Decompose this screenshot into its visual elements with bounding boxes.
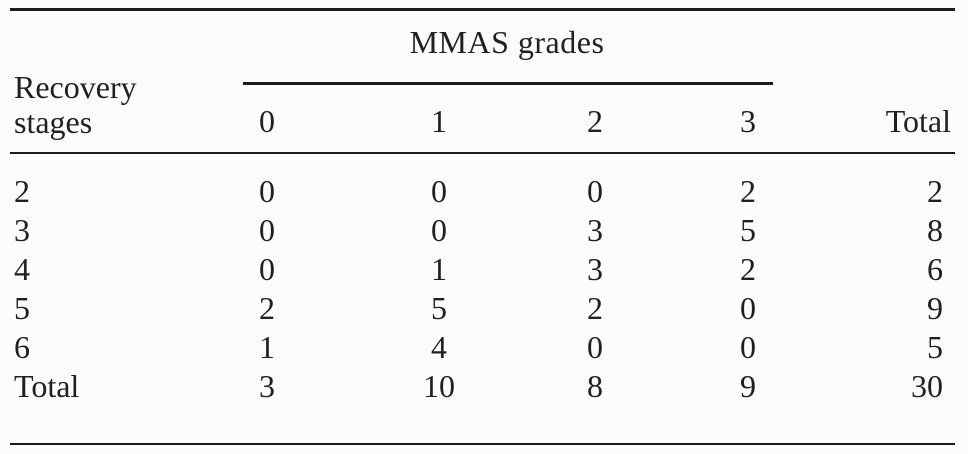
column-header-total: Total <box>885 103 951 139</box>
table-cell: 0 <box>587 173 603 209</box>
paper-table: Recovery stages MMAS grades 0 1 2 3 Tota… <box>10 8 955 445</box>
row-total-cell: 30 <box>911 368 943 404</box>
row-total-cell: 6 <box>927 251 943 287</box>
table-top-rule <box>10 8 955 11</box>
table-cell: 1 <box>431 251 447 287</box>
table-cell: 2 <box>587 290 603 326</box>
row-label: 2 <box>14 173 30 209</box>
table-bottom-rule <box>10 443 955 445</box>
row-total-cell: 5 <box>927 329 943 365</box>
table-cell: 0 <box>259 251 275 287</box>
table-cell: 0 <box>740 290 756 326</box>
table-cell: 5 <box>740 212 756 248</box>
column-header-1: 1 <box>431 103 447 139</box>
table-row: 3 0 0 3 5 8 <box>10 211 955 250</box>
stub-header-line1: Recovery <box>14 69 137 105</box>
table-cell: 2 <box>259 290 275 326</box>
column-header-2: 2 <box>587 103 603 139</box>
table-cell: 5 <box>431 290 447 326</box>
row-label: Total <box>14 368 80 404</box>
table-cell: 3 <box>587 251 603 287</box>
table-cell: 0 <box>259 212 275 248</box>
table-cell: 0 <box>259 173 275 209</box>
table-cell: 10 <box>423 368 455 404</box>
row-total-cell: 9 <box>927 290 943 326</box>
row-total-cell: 8 <box>927 212 943 248</box>
column-header-3: 3 <box>740 103 756 139</box>
table-row: 6 1 4 0 0 5 <box>10 328 955 367</box>
row-total-cell: 2 <box>927 173 943 209</box>
table-cell: 2 <box>740 173 756 209</box>
table-header: Recovery stages MMAS grades 0 1 2 3 Tota… <box>10 11 955 152</box>
row-label: 6 <box>14 329 30 365</box>
table-cell: 3 <box>587 212 603 248</box>
group-header-mmas-grades: MMAS grades <box>409 24 605 60</box>
column-header-0: 0 <box>259 103 275 139</box>
table-body: 2 0 0 0 2 2 3 0 0 3 5 8 4 0 1 3 2 <box>10 154 955 443</box>
table-cell: 4 <box>431 329 447 365</box>
table-cell: 8 <box>587 368 603 404</box>
table-row: 4 0 1 3 2 6 <box>10 250 955 289</box>
table-cell: 1 <box>259 329 275 365</box>
table-row: 2 0 0 0 2 2 <box>10 172 955 211</box>
stub-header-line2: stages <box>14 104 93 140</box>
row-label: 3 <box>14 212 30 248</box>
table-header-rule <box>10 152 955 154</box>
table-cell: 0 <box>431 173 447 209</box>
row-label: 4 <box>14 251 30 287</box>
table-row-total: Total 3 10 8 9 30 <box>10 367 955 406</box>
group-header-rule <box>243 82 773 85</box>
table-cell: 3 <box>259 368 275 404</box>
table-row: 5 2 5 2 0 9 <box>10 289 955 328</box>
stub-header-recovery-stages: Recovery stages <box>14 70 137 140</box>
table-cell: 0 <box>587 329 603 365</box>
table-cell: 0 <box>431 212 447 248</box>
row-label: 5 <box>14 290 30 326</box>
table-cell: 0 <box>740 329 756 365</box>
table-cell: 2 <box>740 251 756 287</box>
table-cell: 9 <box>740 368 756 404</box>
